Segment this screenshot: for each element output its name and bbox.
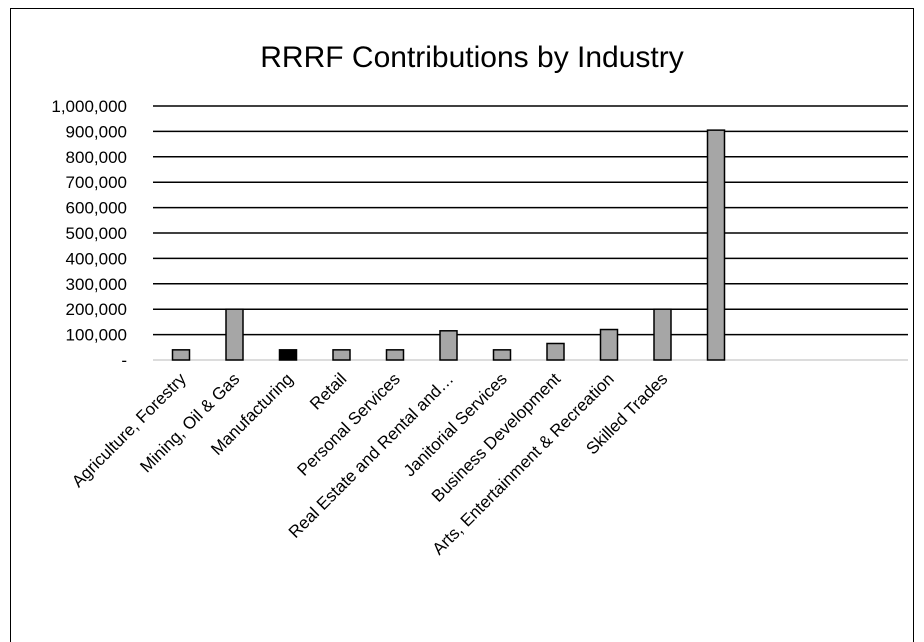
chart-title: RRRF Contributions by Industry — [260, 41, 684, 74]
bar — [278, 349, 298, 361]
bar — [653, 308, 672, 361]
bar — [439, 330, 458, 361]
y-tick-label: 800,000 — [66, 148, 127, 167]
y-tick-label: 600,000 — [66, 199, 127, 218]
bar — [599, 328, 619, 361]
bar — [492, 349, 512, 361]
y-axis-ticks: - 100,000 200,000 300,000 400,000 500,000 600,… — [51, 97, 127, 370]
y-tick-label: 300,000 — [66, 275, 127, 294]
x-tick-label: Mining, Oil & Gas — [136, 369, 243, 476]
y-tick-label: 400,000 — [66, 249, 127, 268]
y-tick-label: 200,000 — [66, 300, 127, 319]
y-tick-label: 900,000 — [66, 122, 127, 141]
bar — [706, 129, 726, 361]
bars — [171, 129, 726, 361]
y-tick-label: 500,000 — [66, 224, 127, 243]
x-tick-label: Retail — [306, 369, 350, 413]
gridlines — [153, 105, 908, 361]
bar — [225, 308, 244, 361]
y-tick-label: 1,000,000 — [51, 97, 127, 116]
y-tick-label: 100,000 — [66, 326, 127, 345]
bar — [546, 342, 565, 361]
y-tick-label: 700,000 — [66, 173, 127, 192]
bar — [171, 349, 191, 361]
bar — [385, 349, 405, 361]
y-tick-label: - — [121, 351, 127, 370]
x-tick-label: Personal Services — [294, 369, 404, 479]
bar — [332, 349, 351, 361]
chart-frame — [10, 8, 914, 642]
